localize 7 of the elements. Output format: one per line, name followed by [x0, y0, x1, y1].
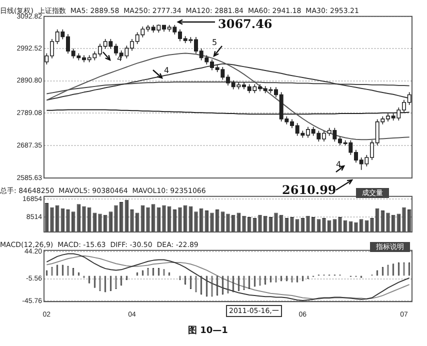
- annotation: 4: [336, 160, 342, 170]
- annotation: 3067.46: [218, 17, 272, 31]
- annotation: 2610.99: [282, 183, 336, 197]
- annotation: 5: [212, 38, 218, 48]
- annotation: 4: [117, 54, 122, 64]
- caption: 图 10—1: [188, 326, 228, 336]
- annotation: 4: [164, 66, 170, 76]
